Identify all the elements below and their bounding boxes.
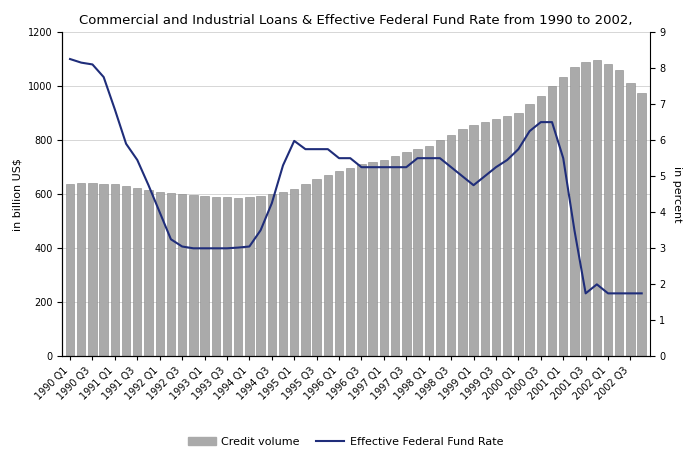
Bar	[144, 190, 153, 356]
Bar	[167, 193, 175, 356]
Bar	[480, 122, 489, 356]
Bar	[346, 168, 354, 356]
Bar	[379, 159, 388, 356]
Bar	[469, 125, 477, 356]
Bar	[357, 165, 366, 356]
Bar	[278, 191, 287, 356]
Bar	[424, 145, 433, 356]
Bar	[100, 184, 108, 356]
Bar	[223, 197, 231, 356]
Bar	[133, 188, 142, 356]
Bar	[323, 175, 332, 356]
Bar	[189, 195, 198, 356]
Bar	[290, 189, 299, 356]
Y-axis label: in percent: in percent	[672, 166, 682, 223]
Bar	[178, 194, 187, 356]
Bar	[570, 67, 578, 356]
Bar	[211, 197, 220, 356]
Bar	[458, 129, 466, 356]
Bar	[245, 197, 254, 356]
Bar	[267, 194, 276, 356]
Bar	[413, 149, 422, 356]
Bar	[525, 104, 534, 356]
Bar	[200, 196, 209, 356]
Bar	[436, 140, 444, 356]
Y-axis label: in billion US$: in billion US$	[12, 158, 22, 231]
Bar	[581, 62, 590, 356]
Bar	[391, 156, 399, 356]
Bar	[537, 96, 545, 356]
Bar	[312, 179, 321, 356]
Bar	[77, 183, 86, 356]
Bar	[615, 70, 623, 356]
Bar	[503, 117, 511, 356]
Bar	[638, 93, 646, 356]
Bar	[548, 86, 556, 356]
Bar	[626, 83, 635, 356]
Bar	[492, 119, 500, 356]
Bar	[111, 185, 119, 356]
Bar	[256, 197, 265, 356]
Bar	[234, 198, 243, 356]
Bar	[88, 183, 97, 356]
Bar	[335, 171, 343, 356]
Bar	[514, 113, 522, 356]
Bar	[604, 64, 612, 356]
Bar	[122, 186, 131, 356]
Bar	[402, 152, 410, 356]
Bar	[559, 77, 567, 356]
Bar	[301, 184, 310, 356]
Title: Commercial and Industrial Loans & Effective Federal Fund Rate from 1990 to 2002,: Commercial and Industrial Loans & Effect…	[79, 14, 633, 27]
Bar	[593, 60, 601, 356]
Bar	[66, 184, 74, 356]
Bar	[368, 162, 377, 356]
Legend: Credit volume, Effective Federal Fund Rate: Credit volume, Effective Federal Fund Ra…	[183, 433, 508, 452]
Bar	[447, 135, 455, 356]
Bar	[155, 191, 164, 356]
